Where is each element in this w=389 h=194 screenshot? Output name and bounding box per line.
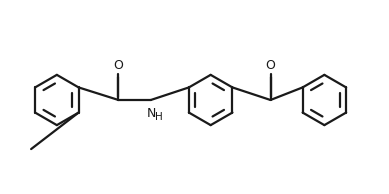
Text: O: O xyxy=(266,59,275,72)
Text: O: O xyxy=(114,59,123,72)
Text: N: N xyxy=(147,107,156,120)
Text: H: H xyxy=(155,112,163,122)
